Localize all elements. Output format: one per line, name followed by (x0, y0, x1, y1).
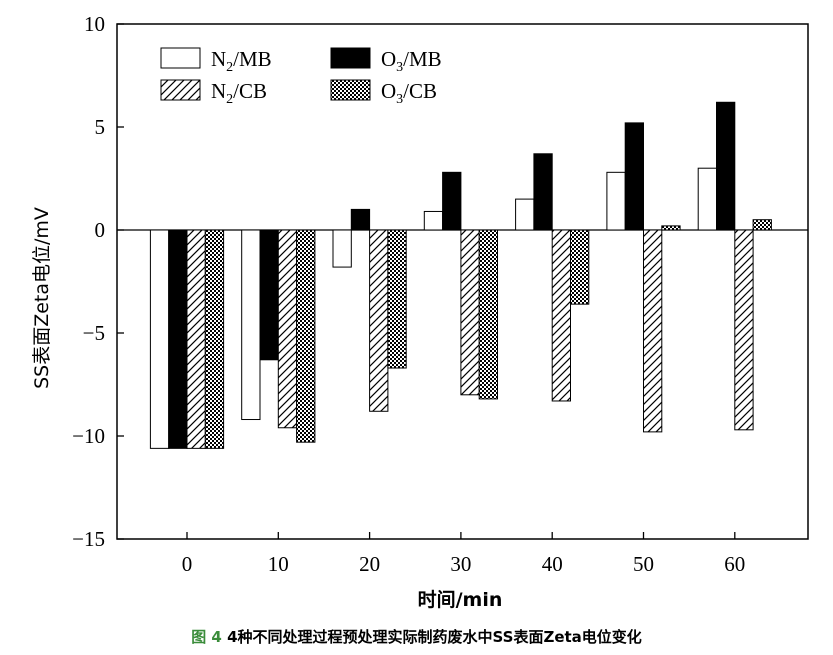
legend-entry-label: N2/MB (211, 47, 272, 75)
bar-empty-30 (423, 210, 444, 231)
bar-solid-30 (442, 171, 462, 231)
bar-hatch-60 (734, 229, 754, 431)
x-axis-label: 时间/min (418, 589, 503, 611)
bar-hatch-30 (460, 229, 480, 396)
x-tick-label: 20 (359, 552, 380, 576)
x-tick-label: 60 (724, 552, 745, 576)
legend-swatch-solid (330, 47, 371, 69)
legend-entry-label: O3/CB (381, 79, 437, 107)
bar-checker-0 (204, 229, 225, 449)
y-axis-label: SS表面Zeta电位/mV (31, 207, 53, 389)
x-tick-label: 0 (182, 552, 193, 576)
x-tick-label: 50 (633, 552, 654, 576)
bar-solid-20 (350, 208, 371, 231)
bar-hatch-50 (643, 229, 663, 433)
bar-hatch-0 (186, 229, 206, 449)
y-tick-label: 0 (95, 218, 106, 242)
legend: N2/MB O3/MB N2/CB O3/CB (160, 47, 442, 107)
bar-solid-50 (624, 122, 645, 231)
bar-empty-40 (515, 198, 535, 231)
x-tick-label: 30 (450, 552, 471, 576)
legend-swatch-checker (330, 79, 371, 101)
figure-caption-text: 4种不同处理过程预处理实际制药废水中SS表面Zeta电位变化 (227, 628, 642, 646)
bar-hatch-20 (369, 229, 389, 412)
legend-swatch-empty (160, 47, 201, 69)
y-tick-label: 5 (95, 115, 106, 139)
x-tick-label: 40 (542, 552, 563, 576)
bar-empty-0 (149, 229, 170, 449)
bar-solid-0 (168, 229, 188, 449)
bar-hatch-40 (551, 229, 572, 402)
x-tick-label: 10 (268, 552, 289, 576)
bar-empty-20 (332, 229, 352, 268)
plot-frame (116, 23, 809, 540)
legend-entry-label: O3/MB (381, 47, 442, 75)
bar-solid-40 (533, 153, 553, 231)
bar-empty-60 (697, 167, 718, 231)
plot-area: −15 −10 −5 0 5 10 0 10 20 30 40 50 60 (72, 12, 809, 576)
legend-entry-label: N2/CB (211, 79, 267, 107)
bar-hatch-10 (277, 229, 298, 429)
bar-checker-40 (570, 229, 590, 305)
bar-checker-50 (661, 225, 681, 231)
bar-empty-50 (606, 171, 626, 231)
bar-checker-10 (296, 229, 316, 443)
bar-checker-30 (478, 229, 499, 400)
y-tick-label: 10 (84, 12, 105, 36)
y-tick-label: −5 (83, 321, 105, 345)
zeta-potential-chart: −15 −10 −5 0 5 10 0 10 20 30 40 50 60 N2/MB O3/MB N2/C… (31, 12, 809, 611)
bar-empty-10 (241, 229, 261, 421)
y-tick-label: −15 (72, 527, 105, 551)
y-tick-label: −10 (72, 424, 105, 448)
bar-checker-60 (752, 219, 772, 231)
figure-label: 图 4 (191, 628, 222, 646)
bar-checker-20 (387, 229, 407, 369)
bar-solid-60 (716, 101, 736, 231)
figure-caption: 图 4 4种不同处理过程预处理实际制药废水中SS表面Zeta电位变化 (0, 626, 833, 647)
bar-solid-10 (259, 229, 279, 361)
legend-swatch-hatch (160, 79, 201, 101)
